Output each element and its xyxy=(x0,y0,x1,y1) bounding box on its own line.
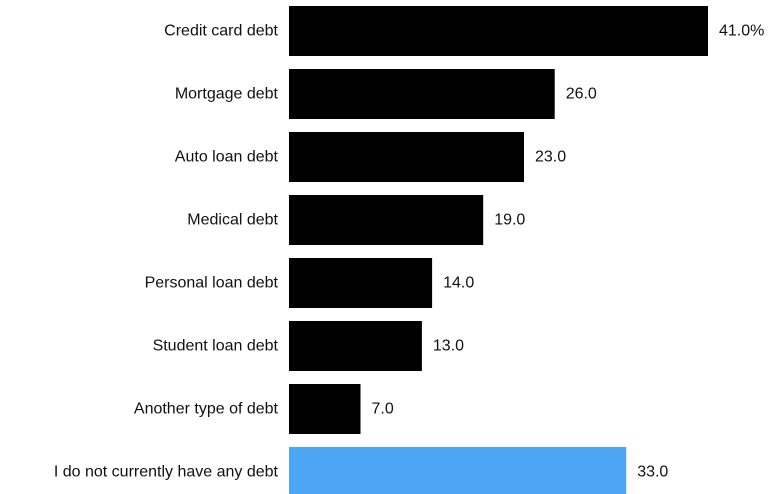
value-label-5: 13.0 xyxy=(433,338,464,355)
bar-1 xyxy=(289,69,555,119)
bars-group xyxy=(289,6,708,494)
category-label-3: Medical debt xyxy=(187,212,278,229)
bar-5 xyxy=(289,321,422,371)
category-label-1: Mortgage debt xyxy=(175,86,279,103)
bar-0 xyxy=(289,6,708,56)
value-label-1: 26.0 xyxy=(566,86,597,103)
category-label-2: Auto loan debt xyxy=(175,149,279,166)
category-label-5: Student loan debt xyxy=(153,338,279,355)
value-label-7: 33.0 xyxy=(637,464,668,481)
value-label-4: 14.0 xyxy=(443,275,474,292)
category-label-4: Personal loan debt xyxy=(145,275,279,292)
category-label-0: Credit card debt xyxy=(164,23,278,40)
bar-7 xyxy=(289,447,627,494)
value-label-6: 7.0 xyxy=(372,401,394,418)
bar-4 xyxy=(289,258,433,308)
value-labels-group: 41.0% 26.0 23.0 19.0 14.0 13.0 7.0 33.0 xyxy=(372,23,765,481)
category-label-7: I do not currently have any debt xyxy=(54,464,279,481)
bar-3 xyxy=(289,195,484,245)
category-label-6: Another type of debt xyxy=(134,401,279,418)
category-labels-group: Credit card debt Mortgage debt Auto loan d… xyxy=(54,23,279,481)
bar-2 xyxy=(289,132,524,182)
value-label-2: 23.0 xyxy=(535,149,566,166)
bar-6 xyxy=(289,384,361,434)
value-label-3: 19.0 xyxy=(494,212,525,229)
value-label-0: 41.0% xyxy=(719,23,764,40)
